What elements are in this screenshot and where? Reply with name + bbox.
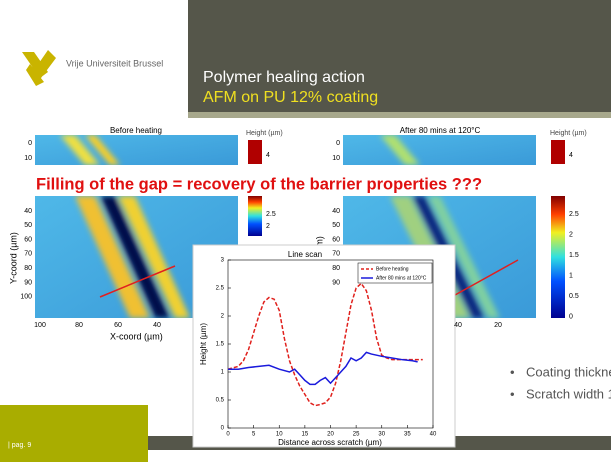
colorbar-tick: 0 (569, 313, 573, 320)
afm-y-tick: 100 (20, 294, 32, 301)
x-axis-label: X-coord (µm) (110, 331, 163, 341)
x-axis-label: Distance across scratch (µm) (278, 438, 382, 447)
colorbar-tick: 2 (569, 231, 573, 238)
title-strip (188, 112, 611, 118)
afm-x-tick: 40 (153, 322, 161, 329)
afm-x-tick: 60 (114, 322, 122, 329)
afm-x-tick: 20 (494, 322, 502, 329)
x-tick-label: 25 (353, 432, 360, 438)
afm-y-tick: 70 (24, 251, 32, 258)
afm-y-tick: 0 (336, 140, 340, 147)
slide-canvas: Vrije Universiteit Brussel Polymer heali… (0, 0, 611, 462)
legend-label: Before heating (376, 266, 409, 272)
colorbar-tick: 2 (266, 223, 270, 230)
bullet-dot: • (510, 386, 515, 401)
bullet-text: Coating thickness 0.5 µm (526, 364, 611, 379)
afm-y-tick: 10 (332, 155, 340, 162)
x-tick-label: 35 (404, 432, 411, 438)
afm-y-tick: 60 (332, 236, 340, 243)
afm-title: After 80 mins at 120°C (400, 126, 481, 135)
legend-label: After 80 mins at 120°C (376, 275, 427, 281)
afm-y-tick: 90 (332, 279, 340, 286)
colorbar-tick: 4 (569, 152, 573, 159)
colorbar-tick: 2.5 (569, 211, 579, 218)
bullet-text: Scratch width 15 µm (526, 386, 611, 401)
colorbar (248, 196, 262, 236)
x-tick-label: 40 (430, 432, 437, 438)
x-tick-label: 20 (327, 432, 334, 438)
afm-y-tick: 40 (24, 208, 32, 215)
afm-y-tick: 50 (24, 222, 32, 229)
y-tick-label: 0.5 (216, 398, 225, 404)
colorbar-label: Height (µm) (550, 130, 587, 137)
colorbar-tick: 2.5 (266, 211, 276, 218)
afm-y-tick: 50 (332, 222, 340, 229)
y-tick-label: 1.5 (216, 342, 225, 348)
afm-y-tick: 60 (24, 236, 32, 243)
colorbar (248, 140, 262, 164)
afm-y-tick: 10 (24, 155, 32, 162)
colorbar (551, 196, 565, 318)
y-tick-label: 2.5 (216, 286, 225, 292)
bullet-dot: • (510, 364, 515, 379)
slide-subtitle: AFM on PU 12% coating (203, 89, 378, 106)
afm-y-tick: 90 (24, 279, 32, 286)
afm-y-tick: 40 (332, 208, 340, 215)
slide-title: Polymer healing action (203, 69, 365, 86)
chart-title: Line scan (288, 250, 322, 259)
x-tick-label: 15 (302, 432, 309, 438)
colorbar-tick: 4 (266, 152, 270, 159)
afm-x-tick: 40 (454, 322, 462, 329)
afm-y-tick: 0 (28, 140, 32, 147)
colorbar-tick: 1.5 (569, 252, 579, 259)
logo-text: Vrije Universiteit Brussel (66, 58, 163, 68)
footer-block (0, 405, 148, 462)
slide: Vrije Universiteit Brussel Polymer heali… (0, 0, 611, 462)
afm-x-tick: 100 (34, 322, 46, 329)
colorbar-label: Height (µm) (246, 130, 283, 137)
afm-y-tick: 70 (332, 251, 340, 258)
banner-text: Filling of the gap = recovery of the bar… (36, 175, 482, 193)
x-tick-label: 10 (276, 432, 283, 438)
afm-x-tick: 80 (75, 322, 83, 329)
colorbar (551, 140, 565, 164)
y-axis-label: Y-coord (µm) (8, 232, 18, 284)
afm-y-tick: 80 (24, 265, 32, 272)
afm-title: Before heating (110, 126, 162, 135)
y-axis-label: Height (µm) (199, 323, 208, 365)
afm-y-tick: 80 (332, 265, 340, 272)
x-tick-label: 30 (378, 432, 385, 438)
logo-mark (22, 50, 56, 86)
colorbar-tick: 0.5 (569, 293, 579, 300)
page-number: | pag. 9 (8, 442, 31, 449)
colorbar-tick: 1 (569, 272, 573, 279)
